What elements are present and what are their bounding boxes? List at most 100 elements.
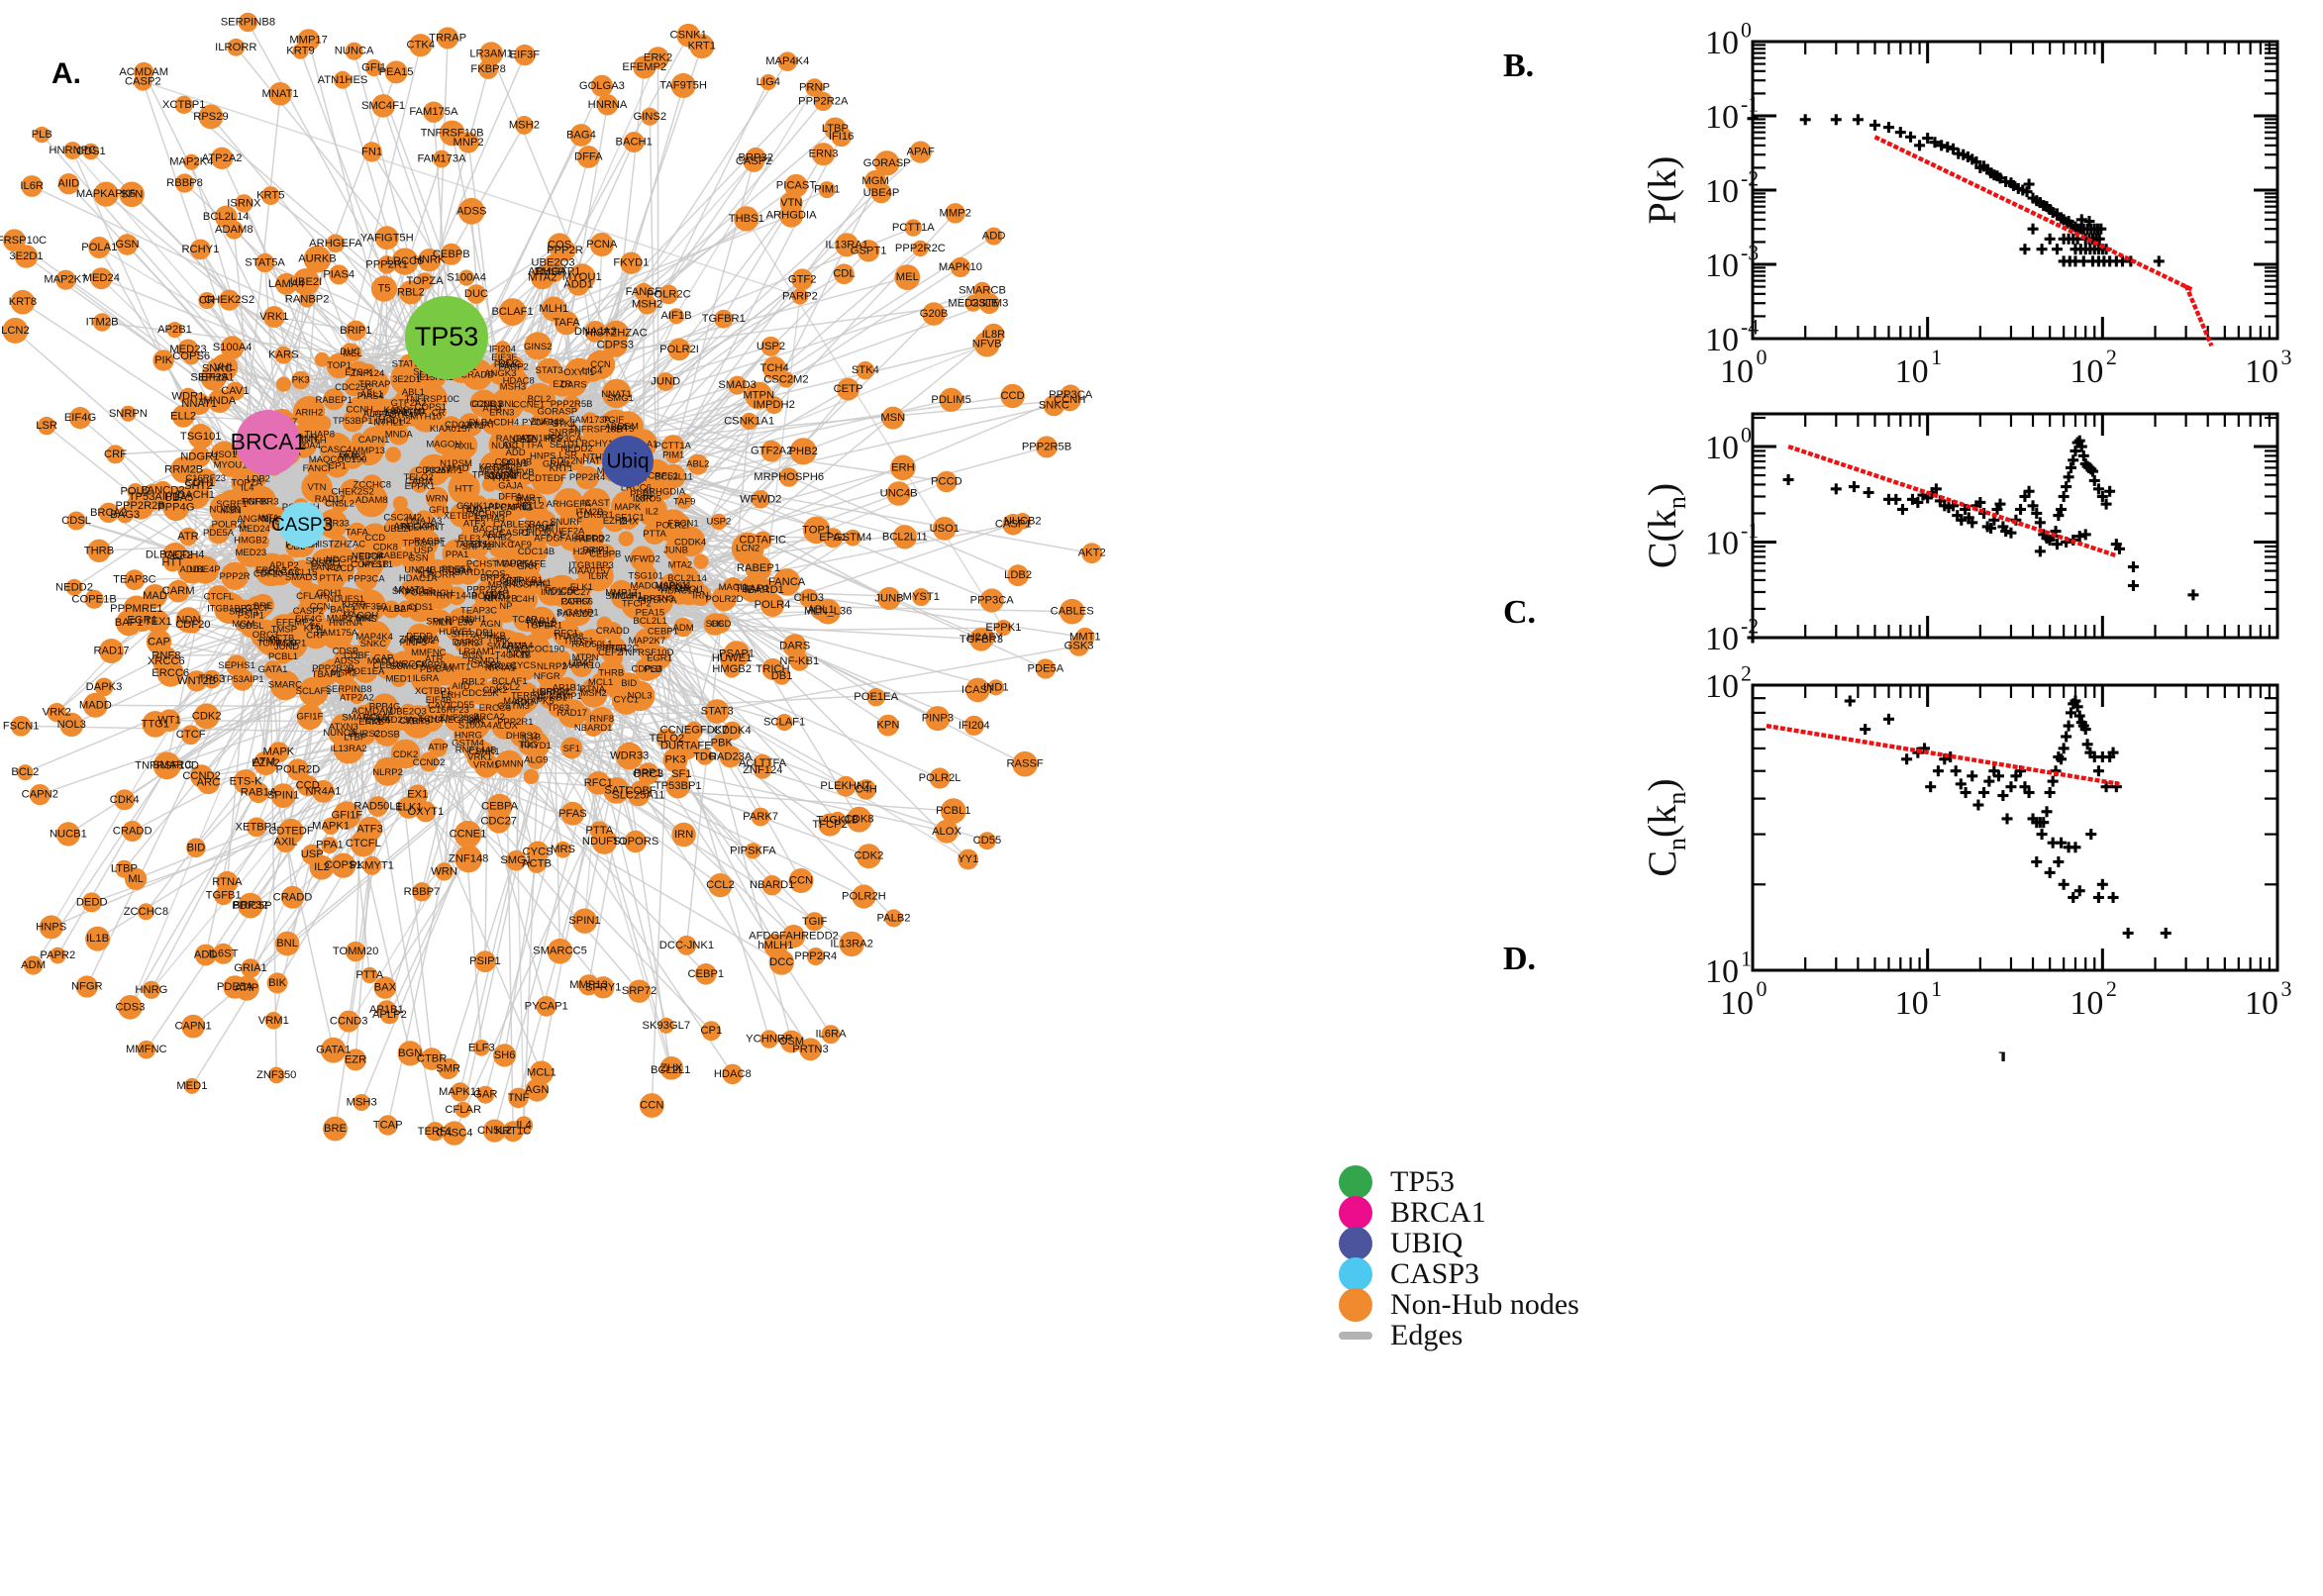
network-node-label: BCL2 — [11, 766, 39, 778]
network-node-label: PTTA — [355, 969, 383, 981]
legend-label: UBIQ — [1390, 1226, 1464, 1259]
network-node-label: C4H — [516, 594, 535, 605]
network-node-label: LDB2 — [247, 473, 270, 484]
network-node-label: ATIP — [235, 982, 258, 994]
network-node-label: RASSF — [1006, 758, 1043, 770]
network-node-label: TEAP3C — [113, 574, 156, 586]
network-node — [354, 567, 378, 591]
network-node — [364, 635, 382, 653]
network-node-label: PPP2R — [220, 571, 251, 582]
network-node-label: CCL2 — [706, 879, 735, 891]
plot-frame — [1751, 412, 2279, 640]
network-node-label: H2AFY — [573, 547, 604, 557]
network-node-label: THRB — [84, 545, 114, 556]
network-node — [549, 370, 576, 397]
network-node — [555, 414, 573, 433]
network-node — [703, 613, 727, 636]
network-node-label: LIG4 — [582, 366, 603, 377]
network-node-label: ACTB — [522, 857, 552, 869]
network-node-label: PIM1 — [662, 450, 684, 461]
network-node-label: XPO5 — [637, 494, 661, 505]
network-node — [460, 530, 489, 558]
network-node-label: ARIH2 — [295, 408, 323, 419]
network-node-label: MAP4K4 — [765, 55, 809, 67]
network-node — [412, 478, 428, 493]
network-node-label: PRNP — [799, 82, 830, 94]
axis-ticks — [1751, 414, 2279, 640]
network-node-label: BRP32 — [738, 151, 772, 163]
network-node — [581, 678, 604, 701]
network-node-label: WDR1 — [171, 391, 204, 403]
legend-item: BRCA1 — [1339, 1195, 1579, 1230]
network-node-label: PYCAP1 — [522, 417, 559, 428]
network-node-label: JUNB — [874, 592, 903, 604]
network-node-label: PCBL1 — [936, 805, 970, 817]
network-node — [608, 639, 627, 656]
network-node-label: HDAC8 — [714, 1068, 752, 1080]
network-node-label: CDTAFIC — [739, 535, 786, 547]
network-node-label: NFGR — [534, 671, 560, 682]
network-node-label: SK93GL7 — [643, 1020, 691, 1032]
network-node-label: TP53BP1 — [655, 780, 702, 792]
network-node-label: ZCCHC8 — [354, 480, 392, 491]
network-node-label: HNPS — [36, 921, 66, 933]
network-node-label: PDLIM5 — [931, 394, 970, 406]
network-node-label: ADD — [194, 948, 218, 960]
network-node-label: BCL2L14 — [203, 211, 250, 223]
network-node-label: TOMM20 — [257, 639, 296, 649]
network-node-label: TSG101 — [180, 431, 222, 443]
network-node-label: SUMO — [390, 661, 419, 672]
network-node-label: CTBR — [399, 716, 425, 727]
network-node-label: MED24 — [239, 524, 270, 535]
network-node — [390, 362, 424, 396]
network-node — [547, 453, 566, 473]
network-node-label: CDK5R1 — [576, 510, 614, 521]
network-node-label: WFWD2 — [740, 493, 781, 505]
network-node-label: PALB2 — [877, 912, 911, 924]
network-node-label: CDS1 — [408, 602, 433, 613]
network-node — [261, 628, 292, 659]
network-node-label: MED23 — [169, 344, 206, 355]
network-node-label: POLR4 — [755, 599, 791, 611]
network-node-label: VRK1 — [259, 311, 288, 323]
data-points — [1844, 695, 2172, 939]
network-node-label: ELK1 — [395, 801, 422, 813]
network-node-label: GRIA1 — [234, 962, 267, 974]
network-node — [619, 507, 641, 529]
network-node-label: ZNF148 — [449, 852, 488, 864]
network-node-label: PIK — [154, 354, 173, 366]
network-node-label: SRP72 — [622, 985, 656, 997]
network-node — [495, 749, 524, 778]
network-node — [352, 541, 383, 572]
network-node-label: JUNB — [663, 546, 688, 556]
network-node-label: CAPN1 — [358, 435, 390, 446]
network-node-label: PCBL1 — [268, 651, 298, 662]
network-node-label: STK4 — [852, 364, 879, 376]
y-tick-label: 10 -2 — [1705, 615, 1759, 657]
network-node-label: CASP1 — [995, 519, 1032, 531]
network-node — [580, 358, 604, 382]
network-node-label: PCTT1A — [892, 222, 935, 234]
y-tick-label: 10 -2 — [1705, 167, 1759, 210]
network-node-label: TNFRSP10C — [0, 235, 47, 247]
network-node-label: RAD17 — [315, 494, 346, 505]
network-node-label: SMC4F1 — [605, 591, 642, 602]
network-node-label: ANGK3 — [484, 368, 516, 379]
network-node-label: SH6 — [706, 619, 724, 630]
network-node — [428, 689, 450, 712]
panel-a-label: A. — [51, 57, 81, 90]
network-node-label: ATN1HES — [318, 74, 368, 86]
network-node — [392, 496, 408, 511]
network-node-label: EPPK1 — [405, 481, 436, 492]
network-node-label: ETS-K — [345, 367, 373, 378]
network-node-label: PCCD — [327, 563, 354, 574]
network-node-label: IND1 — [983, 681, 1009, 693]
network-node-label: OSM — [779, 1036, 804, 1047]
network-node-label: PCNA — [586, 239, 618, 250]
network-node-label: BID — [621, 678, 637, 689]
network-node-label: VRM1 — [258, 1015, 289, 1027]
network-node-label: THBS1 — [729, 213, 764, 225]
network-node — [664, 538, 687, 561]
network-node-label: UBE4P — [190, 564, 221, 575]
